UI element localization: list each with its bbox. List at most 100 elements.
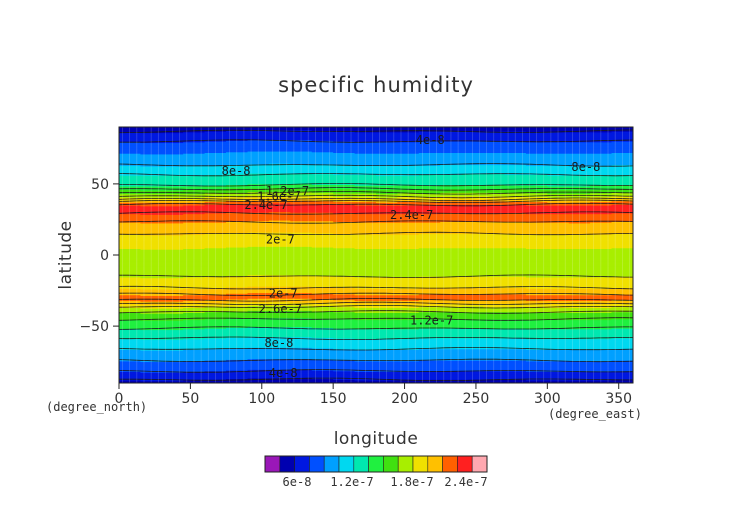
humidity-cell — [290, 234, 313, 236]
humidity-cell — [290, 226, 313, 228]
humidity-cell — [161, 129, 184, 131]
humidity-cell — [140, 340, 163, 342]
humidity-cell — [268, 159, 291, 161]
humidity-cell — [226, 186, 249, 188]
humidity-cell — [119, 129, 142, 131]
humidity-cell — [311, 355, 334, 358]
humidity-cell — [290, 184, 313, 186]
humidity-cell — [204, 309, 227, 311]
humidity-cell — [204, 323, 227, 325]
humidity-cell — [290, 375, 313, 377]
humidity-cell — [204, 286, 227, 288]
humidity-cell — [268, 164, 291, 166]
humidity-cell — [183, 301, 206, 303]
humidity-cell — [226, 159, 249, 161]
humidity-cell — [311, 193, 334, 195]
humidity-cell — [268, 228, 291, 230]
humidity-cell — [183, 344, 206, 346]
humidity-cell — [183, 354, 206, 356]
humidity-cell — [247, 166, 270, 168]
humidity-cell — [204, 198, 227, 200]
humidity-cell — [204, 176, 227, 178]
humidity-cell — [119, 256, 142, 258]
humidity-cell — [183, 323, 206, 326]
humidity-cell — [247, 252, 270, 254]
humidity-cell — [119, 181, 142, 183]
humidity-cell — [247, 269, 270, 271]
humidity-cell — [226, 339, 249, 341]
humidity-cell — [247, 260, 270, 262]
humidity-cell — [268, 277, 291, 279]
humidity-cell — [226, 333, 249, 335]
humidity-cell — [183, 208, 206, 210]
humidity-cell — [226, 199, 249, 201]
humidity-cell — [290, 339, 313, 341]
humidity-cell — [204, 282, 227, 284]
humidity-cell — [183, 242, 206, 244]
humidity-cell — [183, 178, 206, 181]
humidity-cell — [183, 245, 206, 247]
humidity-cell — [119, 341, 142, 343]
humidity-cell — [204, 184, 227, 186]
humidity-cell — [140, 143, 163, 145]
humidity-cell — [140, 291, 163, 293]
humidity-cell — [161, 254, 184, 256]
humidity-cell — [311, 251, 334, 253]
humidity-cell — [183, 381, 206, 383]
humidity-cell — [161, 354, 184, 356]
humidity-cell — [226, 353, 249, 355]
humidity-cell — [226, 197, 249, 199]
humidity-cell — [268, 344, 291, 346]
humidity-cell — [226, 358, 249, 360]
humidity-cell — [226, 172, 249, 174]
humidity-cell — [204, 370, 227, 372]
humidity-cell — [268, 294, 291, 296]
humidity-cell — [161, 133, 184, 135]
humidity-cell — [268, 152, 291, 154]
humidity-cell — [226, 359, 249, 361]
humidity-cell — [119, 276, 142, 278]
humidity-cell — [311, 144, 334, 146]
humidity-cell — [311, 376, 334, 378]
humidity-cell — [161, 352, 184, 354]
humidity-cell — [140, 218, 163, 220]
humidity-cell — [226, 299, 249, 301]
humidity-cell — [247, 254, 270, 256]
humidity-cell — [226, 355, 249, 358]
humidity-cell — [140, 305, 163, 307]
humidity-cell — [290, 242, 313, 244]
humidity-cell — [204, 146, 227, 148]
humidity-cell — [290, 282, 313, 284]
humidity-cell — [311, 235, 334, 237]
humidity-cell — [140, 370, 163, 372]
humidity-cell — [119, 356, 142, 358]
humidity-cell — [226, 205, 249, 207]
humidity-cell — [119, 355, 142, 357]
humidity-cell — [311, 362, 334, 364]
humidity-cell — [119, 198, 142, 200]
humidity-cell — [140, 244, 163, 246]
humidity-cell — [311, 345, 334, 347]
humidity-cell — [268, 231, 291, 233]
humidity-cell — [247, 129, 270, 131]
humidity-cell — [247, 233, 270, 235]
humidity-cell — [119, 259, 142, 261]
humidity-cell — [247, 324, 270, 326]
humidity-cell — [247, 227, 270, 230]
humidity-cell — [268, 377, 291, 379]
humidity-cell — [161, 183, 184, 185]
humidity-cell — [140, 351, 163, 353]
humidity-cell — [140, 216, 163, 218]
humidity-cell — [140, 230, 163, 232]
humidity-cell — [119, 361, 142, 363]
humidity-cell — [183, 230, 206, 232]
humidity-cell — [140, 347, 163, 349]
humidity-cell — [161, 307, 184, 309]
humidity-cell — [311, 296, 334, 299]
humidity-cell — [161, 242, 184, 244]
humidity-cell — [140, 316, 163, 318]
humidity-cell — [247, 374, 270, 376]
humidity-cell — [226, 335, 249, 337]
humidity-cell — [119, 288, 142, 290]
humidity-cell — [247, 285, 270, 287]
